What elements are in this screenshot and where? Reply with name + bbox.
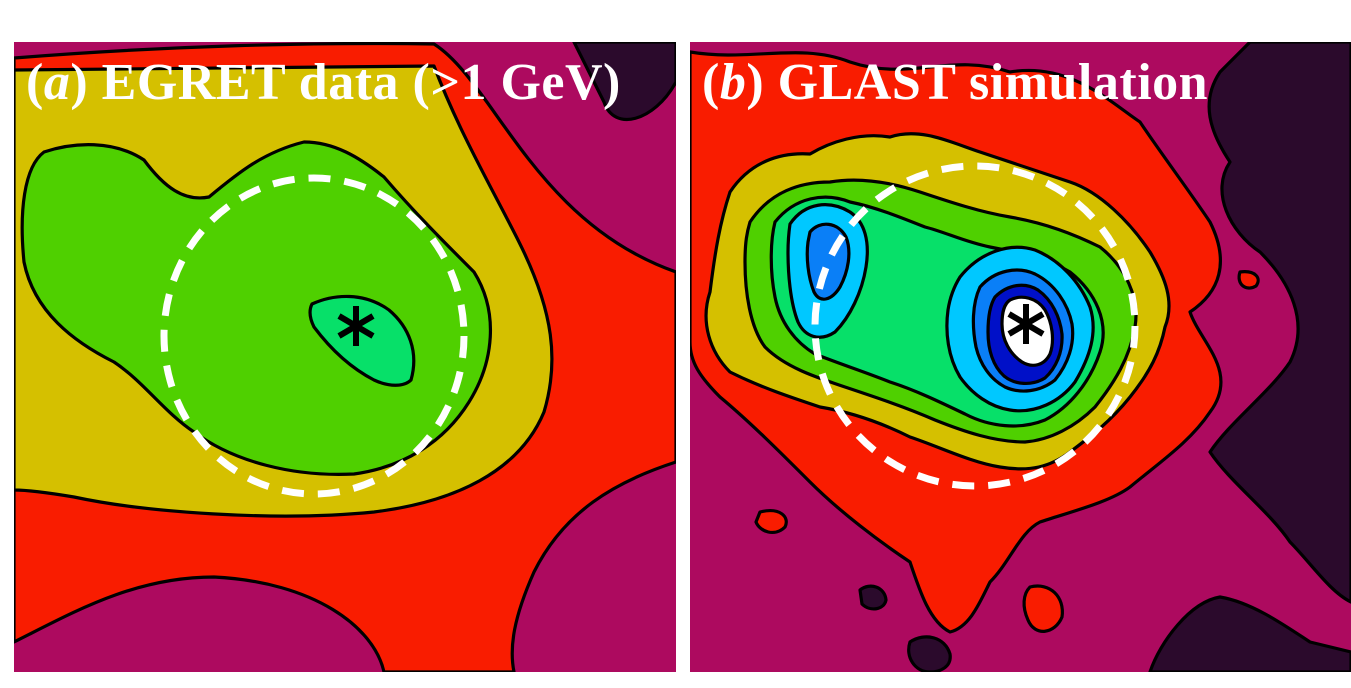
panel-b-source-marker <box>1007 304 1045 344</box>
panel-a-level-4-region <box>20 140 493 476</box>
panel-a-contour-map: (a) EGRET data (>1 GeV) <box>14 42 676 672</box>
panel-b-level-2-island <box>1237 270 1260 290</box>
panel-a-marker-stroke <box>337 313 375 339</box>
panel-b-level-2-island <box>1022 584 1064 633</box>
panel-a-title-text: EGRET data (>1 GeV) <box>101 54 621 111</box>
panel-b-title-text: GLAST simulation <box>777 54 1209 111</box>
panel-b-dark-bottom <box>1148 595 1351 672</box>
panel-b-level-2-island <box>754 509 788 535</box>
panel-b-marker-stroke <box>1007 311 1045 337</box>
panel-a-source-marker <box>337 306 375 346</box>
panel-b-dashed-circle <box>811 162 1139 490</box>
panel-a-title: (a) EGRET data (>1 GeV) <box>26 54 621 111</box>
panel-b-svg <box>690 42 1351 672</box>
panel-b-dark-top-right <box>1207 42 1351 604</box>
panel-a-letter: a <box>43 54 71 111</box>
panel-b-title: (b) GLAST simulation <box>702 54 1209 111</box>
panel-a-dashed-circle <box>160 174 468 498</box>
panel-b-dark-island <box>858 584 888 611</box>
panel-a-level-5-region <box>308 294 416 387</box>
panel-b-contour-map: (b) GLAST simulation <box>690 42 1351 672</box>
panel-b-letter: b <box>719 54 747 111</box>
panel-b-dark-island <box>907 635 952 672</box>
panel-a-dark-corner <box>572 42 676 121</box>
panel-a-svg <box>14 42 676 672</box>
